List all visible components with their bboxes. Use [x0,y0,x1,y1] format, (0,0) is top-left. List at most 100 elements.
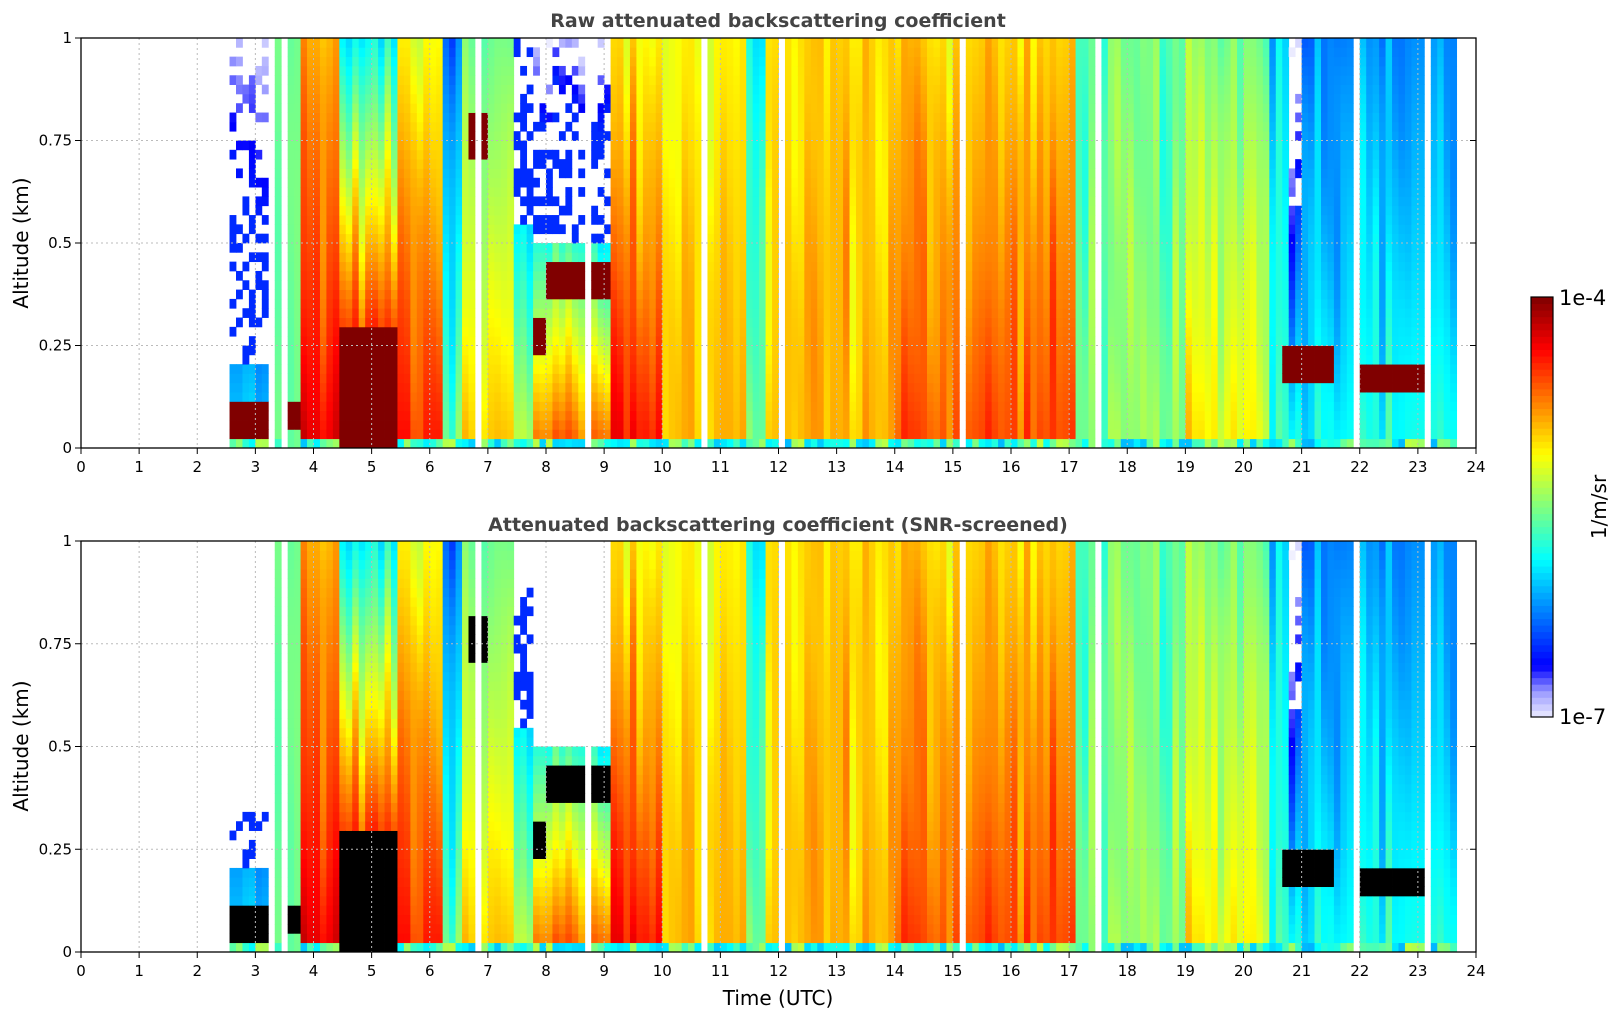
heatmap-cell [558,326,566,337]
heatmap-cell [862,270,870,281]
heatmap-cell [629,438,637,449]
heatmap-cell [429,326,437,337]
heatmap-cell [836,215,844,225]
heatmap-cell [733,75,741,85]
heatmap-cell [662,261,670,272]
heatmap-cell [746,121,754,132]
heatmap-cell [352,270,360,281]
heatmap-cell [442,336,450,346]
heatmap-cell [927,308,934,318]
heatmap-cell [365,401,373,412]
heatmap-cell [830,168,838,179]
heatmap-cell [617,243,624,253]
heatmap-cell [339,354,347,365]
heatmap-cell [681,270,689,281]
heatmap-cell [927,103,934,113]
heatmap-cell [681,215,689,225]
heatmap-cell [739,140,747,151]
heatmap-cell [784,289,792,300]
heatmap-cell [442,233,450,244]
heatmap-cell [416,93,424,104]
heatmap-cell [875,93,883,104]
heatmap-cell [1004,438,1012,449]
heatmap-cell [856,364,863,374]
heatmap-cell [888,233,896,244]
heatmap-cell [726,382,734,393]
heatmap-cell [998,298,1005,309]
heatmap-cell [746,252,754,263]
heatmap-cell [681,401,689,412]
heatmap-cell [455,382,463,393]
heatmap-cell [507,336,515,346]
heatmap-cell [1004,187,1012,197]
heatmap-cell [571,65,579,76]
heatmap-cell [888,270,896,281]
heatmap-cell [765,56,773,67]
heatmap-cell [1011,149,1018,160]
heatmap-cell [1030,243,1038,253]
heatmap-cell [804,280,812,290]
heatmap-cell [1011,345,1018,356]
heatmap-cell [746,93,754,104]
heatmap-cell [462,364,469,374]
heatmap-cell [313,373,321,384]
heatmap-cell [507,270,515,281]
heatmap-cell [972,233,980,244]
heatmap-cell [410,233,418,244]
heatmap-cell [500,38,508,48]
heatmap-cell [797,233,805,244]
heatmap-cell [378,93,385,104]
heatmap-cell [998,196,1005,207]
heatmap-cell [468,131,476,141]
heatmap-cell [507,261,515,272]
heatmap-cell [720,345,728,356]
heatmap-cell [403,354,411,365]
heatmap-cell [403,215,411,225]
heatmap-cell [810,215,818,225]
heatmap-cell [507,308,515,318]
heatmap-cell [875,429,883,440]
heatmap-cell [500,373,508,384]
heatmap-cell [823,187,831,197]
heatmap-cell [352,429,360,440]
heatmap-cell [403,224,411,235]
heatmap-cell [920,140,928,151]
heatmap-cell [985,187,993,197]
heatmap-cell [739,243,747,253]
heatmap-cell [784,215,792,225]
heatmap-cell [655,261,663,272]
heatmap-cell [862,438,870,449]
heatmap-cell [784,233,792,244]
heatmap-cell [668,261,676,272]
heatmap-cell [804,103,812,113]
heatmap-cell [707,252,715,263]
heatmap-cell [526,326,534,337]
heatmap-cell [636,187,644,197]
heatmap-cell [539,298,547,309]
heatmap-cell [500,261,508,272]
heatmap-cell [784,252,792,263]
heatmap-cell [546,289,553,300]
heatmap-cell [449,84,456,95]
heatmap-cell [449,354,456,365]
heatmap-cell [797,103,805,113]
heatmap-cell [823,438,831,449]
heatmap-cell [378,420,385,430]
heatmap-cell [449,149,456,160]
heatmap-cell [797,177,805,188]
heatmap-cell [797,382,805,393]
heatmap-cell [442,112,450,123]
heatmap-cell [655,382,663,393]
heatmap-cell [655,252,663,263]
heatmap-cell [843,270,850,281]
heatmap-cell [836,364,844,374]
heatmap-cell [255,429,263,440]
heatmap-cell [597,354,605,365]
heatmap-cell [688,382,695,393]
heatmap-cell [1036,289,1044,300]
heatmap-cell [1004,38,1012,48]
heatmap-cell [746,187,754,197]
heatmap-cell [739,280,747,290]
heatmap-cell [765,410,773,421]
heatmap-cell [287,270,295,281]
